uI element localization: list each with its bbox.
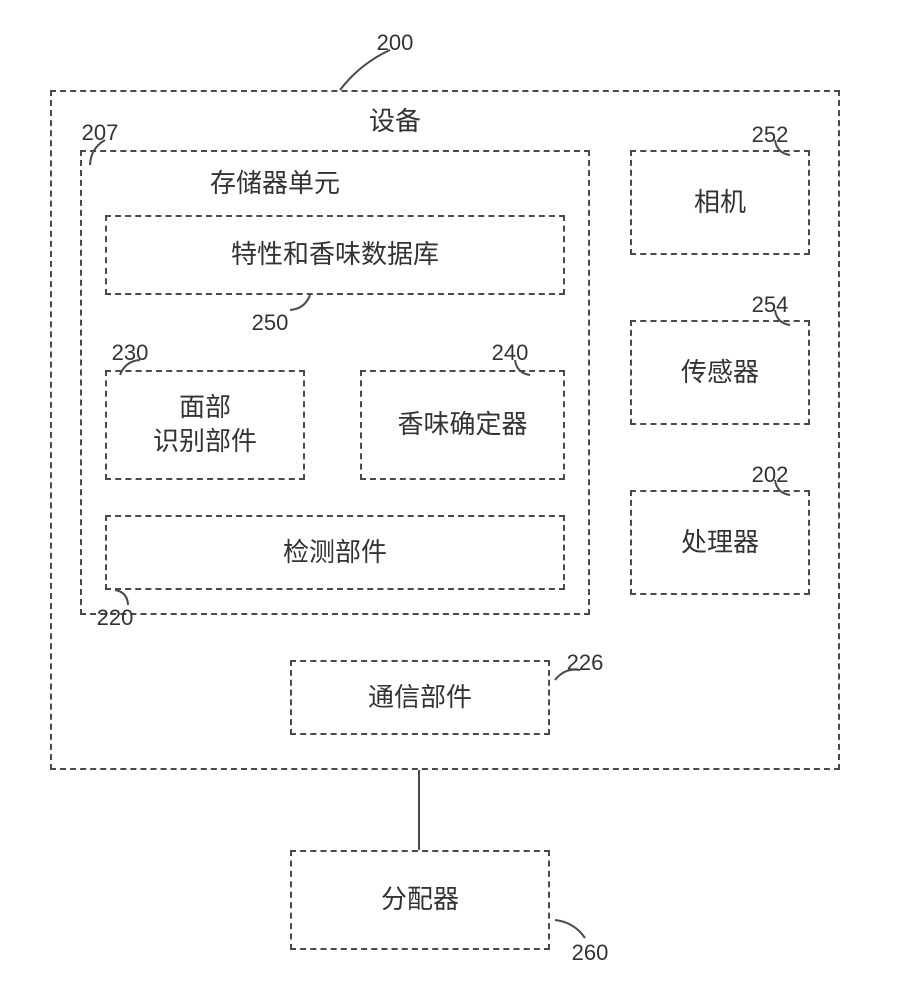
connector-line xyxy=(418,770,420,850)
dispenser-box: 分配器 xyxy=(290,850,550,950)
communication-label: 通信部件 xyxy=(368,681,472,715)
dispenser-leader xyxy=(540,905,600,953)
scent-determiner-label: 香味确定器 xyxy=(397,408,527,442)
camera-leader xyxy=(760,125,805,170)
processor-leader xyxy=(760,465,805,510)
face-recognition-label: 面部 识别部件 xyxy=(153,391,257,459)
database-leader xyxy=(275,280,325,325)
camera-label: 相机 xyxy=(694,186,746,220)
database-label: 特性和香味数据库 xyxy=(231,238,439,272)
detection-leader xyxy=(100,575,143,620)
diagram-canvas: 设备 200 存储器单元 207 特性和香味数据库 250 面部 识别部件 23… xyxy=(0,0,902,1000)
processor-label: 处理器 xyxy=(681,526,759,560)
sensor-leader xyxy=(760,295,805,340)
detection-box: 检测部件 xyxy=(105,515,565,590)
sensor-label: 传感器 xyxy=(681,356,759,390)
memory-unit-title: 存储器单元 xyxy=(195,168,355,199)
communication-box: 通信部件 xyxy=(290,660,550,735)
device-leader xyxy=(325,35,405,105)
detection-label: 检测部件 xyxy=(283,536,387,570)
face-recognition-leader xyxy=(105,345,155,390)
device-title: 设备 xyxy=(315,106,475,137)
memory-unit-leader xyxy=(75,125,120,180)
communication-leader xyxy=(540,655,595,695)
dispenser-label: 分配器 xyxy=(381,883,459,917)
database-box: 特性和香味数据库 xyxy=(105,215,565,295)
scent-determiner-leader xyxy=(500,345,545,390)
